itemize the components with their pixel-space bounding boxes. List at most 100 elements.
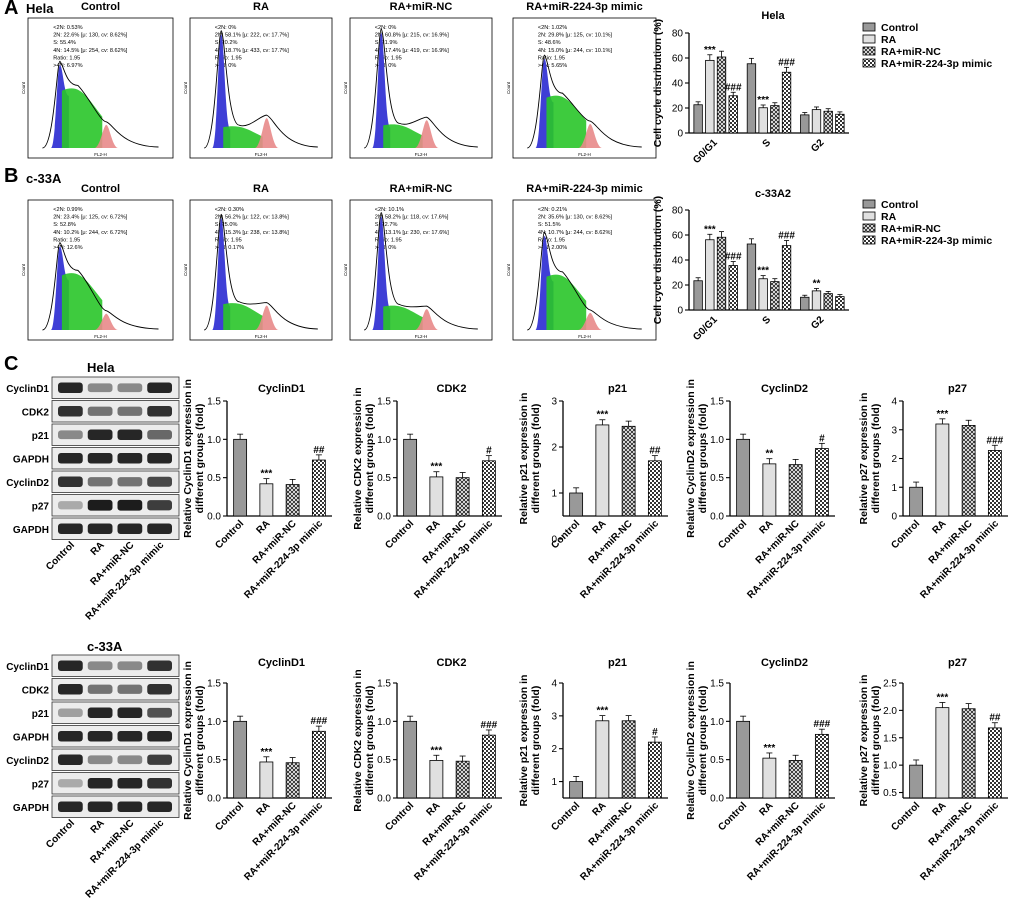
western-blot-strip [51, 470, 180, 493]
bar [595, 720, 610, 799]
flow-stat-line: 4N: 14.5% [μ: 254, cv: 8.62%] [53, 48, 128, 54]
hela-cyclind2-y-tick-label: 1.5 [710, 397, 724, 408]
bar [233, 438, 248, 517]
western-blot-strip [51, 795, 180, 818]
western-blot-strip [51, 678, 180, 701]
category-label: Control [383, 800, 416, 833]
flow-stat-line: S: 55.4% [53, 40, 76, 46]
c33a-cyclind1-y-tick-label: 0.0 [207, 794, 221, 805]
western-blot-hela: Hela CyclinD1 CDK2 p21 GAPDH CyclinD2 p27 GAPDH… [6, 360, 180, 622]
flow-panel-title: Control [81, 1, 120, 13]
western-blot-row-label: CyclinD2 [6, 478, 49, 489]
significance-label: ### [725, 82, 742, 93]
flow-stat-line: >4N: 6.97% [53, 63, 82, 69]
western-blot-band [87, 406, 113, 416]
western-blot-band [147, 476, 172, 487]
chart-y-label-line2: different groups (fold) [870, 686, 882, 796]
c33a-p27-y-tick-label: 2.5 [883, 679, 897, 690]
flow-histogram-outline [363, 28, 478, 149]
flow-panel-hela-3: RA+miR-224-3p mimic <2N: 1.02% 2N: 29.8% [… [506, 1, 657, 159]
flow-stat-line: 2N: 58.1% [μ: 222, cv: 17.7%] [215, 33, 290, 39]
western-blot-band [58, 779, 83, 788]
c33a-cyclind1-y-tick-label: 1.5 [207, 679, 221, 690]
legend-label: RA+miR-224-3p mimic [881, 235, 992, 247]
western-blot-band [117, 755, 143, 765]
legend-swatch [862, 58, 876, 68]
western-blot-band [87, 661, 113, 671]
bar [403, 720, 418, 799]
flow-stat-line: 4N: 13.1% [μ: 230, cv: 17.6%] [375, 230, 450, 236]
category-label: RA [590, 800, 608, 818]
legend-label: RA+miR-NC [881, 223, 941, 235]
flow-axis-y-label: Count [21, 81, 26, 94]
hela-cellcycle-y-tick-label: 40 [672, 79, 684, 90]
flow-histogram-outline [203, 30, 318, 149]
significance-label: *** [597, 706, 609, 717]
chart-hela-cdk2: CDK2 0.0 0.5 1.0 1.5 Relative CDK2 expression… [352, 383, 502, 601]
flow-histogram-outline [42, 60, 159, 149]
chart-y-label-line2: different groups (fold) [364, 686, 376, 796]
bar [716, 236, 727, 311]
flow-panel-title: RA [253, 183, 269, 195]
western-blot-row-label: p27 [32, 501, 50, 512]
flow-s-phase [61, 273, 103, 330]
bar [693, 280, 703, 311]
flow-stat-line: Ratio: 1.95 [538, 237, 565, 243]
significance-label: *** [261, 469, 273, 480]
bar [788, 464, 803, 517]
category-label: S [761, 137, 774, 150]
flow-g2-peak [578, 312, 603, 330]
hela-cyclind2-y-tick-label: 1.0 [710, 435, 724, 446]
category-label: Control [383, 518, 416, 551]
flow-panel-title: RA [253, 1, 269, 13]
flow-g1-peak [372, 33, 391, 148]
flow-stat-line: >4N: 0.17% [215, 245, 244, 251]
flow-stat-line: <2N: 0.21% [538, 207, 567, 213]
bar [781, 245, 792, 311]
flow-panel-c33a-1: RA <2N: 0.30% 2N: 56.2% [μ: 122, cv: 13.8%… [183, 183, 333, 341]
western-blot-band [147, 660, 172, 671]
western-blot-row-label: GAPDH [13, 803, 49, 814]
flow-g2-peak [94, 313, 119, 330]
flow-cytometry-layer: Control <2N: 0.53% 2N: 22.6% [μ: 130, cv: … [21, 1, 657, 341]
significance-label: # [486, 446, 492, 457]
bar [647, 741, 662, 799]
chart-title: p27 [948, 383, 967, 395]
bar [259, 761, 274, 799]
western-blot-band [87, 777, 113, 789]
bar [716, 56, 727, 134]
legend-label: RA+miR-NC [881, 46, 941, 58]
western-blot-cell-label: Hela [87, 360, 115, 375]
c33a-p21-y-tick-label: 1 [551, 777, 557, 788]
flow-stat-line: S: 20.2% [215, 40, 238, 46]
legend-label: RA+miR-224-3p mimic [881, 58, 992, 70]
western-blot-band [58, 754, 83, 766]
flow-panel-hela-1: RA <2N: 0% 2N: 58.1% [μ: 222, cv: 17.7%]S:… [183, 1, 333, 159]
western-blot-band [147, 500, 172, 511]
chart-hela-cellcycle: Hela 0 20 40 60 80 Cell cycle distribution (%)… [652, 10, 992, 166]
category-label: Control [549, 800, 582, 833]
bar [835, 296, 845, 311]
significance-label: ### [311, 716, 328, 727]
bar [788, 760, 803, 799]
chart-title: c-33A2 [755, 188, 791, 200]
flow-stat-line: S: 21.9% [375, 40, 398, 46]
bar [595, 424, 610, 517]
bar [935, 423, 950, 517]
bar [762, 463, 777, 517]
flow-axis-x-label: FL2-H [578, 334, 591, 339]
western-blot-row-label: p21 [32, 431, 50, 442]
c33a-cellcycle-y-tick-label: 20 [672, 281, 684, 292]
category-label: RA [424, 518, 442, 536]
flow-axis-x-label: FL2-H [415, 152, 428, 157]
category-label: Control [716, 518, 749, 551]
legend-label: RA [881, 34, 897, 46]
flow-panel-title: RA+miR-NC [390, 183, 453, 195]
flow-panel-title: RA+miR-224-3p mimic [526, 1, 642, 13]
category-label: S [761, 314, 774, 327]
legend-swatch [862, 46, 876, 56]
chart-title: CyclinD1 [258, 657, 305, 669]
chart-y-label-line2: different groups (fold) [530, 404, 542, 514]
western-blot-band [147, 452, 172, 464]
significance-label: *** [764, 743, 776, 754]
